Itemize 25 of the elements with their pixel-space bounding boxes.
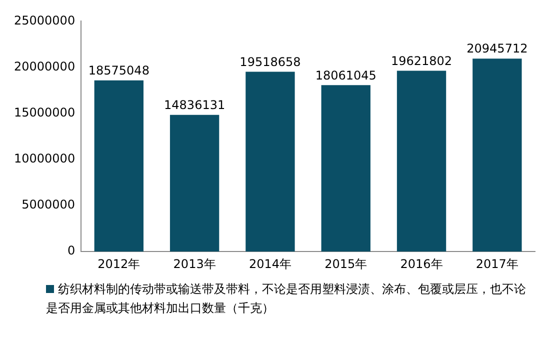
- x-tick-label: 2017年: [476, 256, 518, 271]
- data-label: 19621802: [390, 54, 452, 68]
- y-tick-label: 25000000: [14, 13, 76, 28]
- y-tick-label: 15000000: [14, 105, 76, 120]
- data-label: 18061045: [315, 68, 376, 82]
- y-tick-label: 5000000: [22, 198, 76, 212]
- bar: [321, 85, 370, 252]
- bar: [94, 80, 144, 252]
- x-tick-label: 2016年: [400, 256, 443, 271]
- x-tick-label: 2012年: [98, 256, 140, 271]
- data-label: 14836131: [164, 98, 226, 112]
- y-tick-label: 10000000: [14, 152, 76, 166]
- data-label: 18575048: [88, 64, 150, 78]
- y-tick-label: 0: [67, 244, 76, 258]
- bar: [472, 58, 522, 252]
- legend-label: 纺织材料制的传动带或输送带及带料，不论是否用塑料浸渍、涂布、包覆或层压，也不论是否用金属或其他材料加出口数量（千克）: [46, 282, 526, 315]
- data-label: 20945712: [466, 42, 528, 56]
- x-tick-label: 2015年: [324, 256, 368, 271]
- x-tick-label: 2014年: [248, 256, 292, 271]
- bar: [246, 72, 295, 252]
- data-label: 19518658: [240, 54, 301, 69]
- x-tick-label: 2013年: [173, 256, 216, 271]
- bar: [396, 70, 446, 252]
- y-tick-label: 20000000: [14, 59, 76, 74]
- bar: [170, 114, 220, 252]
